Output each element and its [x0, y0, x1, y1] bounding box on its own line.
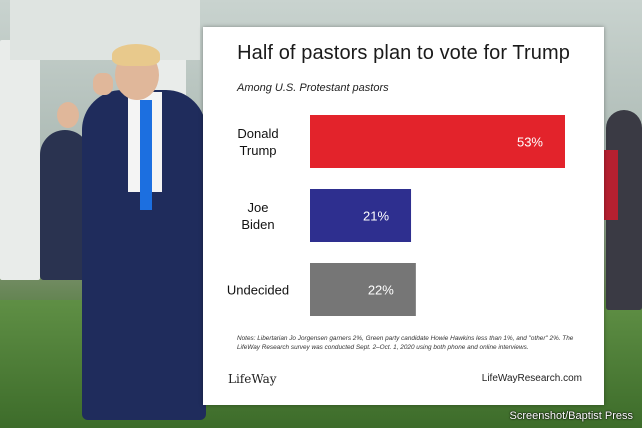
value-label: 22% [368, 283, 394, 298]
main-figure-fist [93, 73, 113, 95]
building-column [0, 40, 40, 280]
category-label-line: Biden [241, 217, 274, 232]
category-label-line: Donald [237, 126, 278, 141]
bar-joe-biden [310, 189, 412, 242]
chart-subtitle: Among U.S. Protestant pastors [237, 82, 389, 94]
category-label-line: Undecided [227, 283, 289, 298]
chart-card: Half of pastors plan to vote for Trump A… [203, 27, 604, 405]
category-label: Undecided [227, 283, 289, 298]
lifeway-logo: LifeWay [228, 372, 277, 386]
main-figure-hair [112, 44, 160, 66]
crowd-figure-red [604, 150, 618, 220]
source-url: LifeWayResearch.com [481, 373, 582, 384]
value-label: 53% [517, 135, 543, 150]
bystander [40, 130, 90, 280]
category-label: Joe Biden [241, 200, 274, 232]
category-label: Donald Trump [237, 126, 278, 158]
photo-credit: Screenshot/Baptist Press [509, 410, 633, 422]
main-figure-tie [140, 100, 152, 210]
bar-undecided [310, 263, 416, 316]
chart-title: Half of pastors plan to vote for Trump [237, 42, 570, 64]
bar-donald-trump [310, 115, 565, 168]
value-label: 21% [363, 209, 389, 224]
category-label-line: Trump [239, 143, 276, 158]
category-label-line: Joe [248, 200, 269, 215]
chart-notes: Notes: Libertarian Jo Jorgensen garners … [237, 335, 574, 351]
building-wall [10, 0, 200, 60]
bystander-head [57, 102, 79, 128]
bar-chart: 53% Donald Trump 21% Joe Biden 22% Undecided [227, 115, 565, 316]
